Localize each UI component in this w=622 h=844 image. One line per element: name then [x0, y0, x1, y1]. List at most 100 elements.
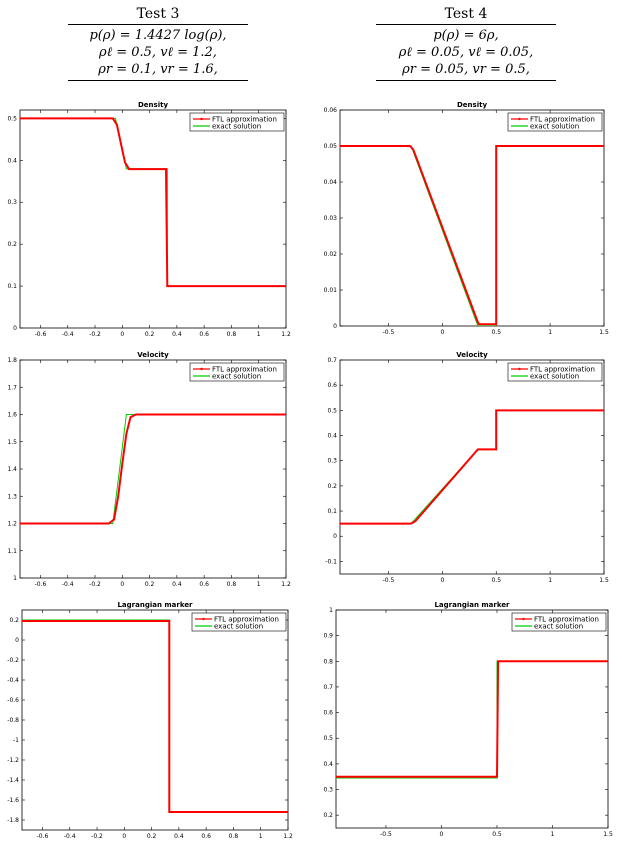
- y-tick-label: 0.06: [324, 107, 338, 114]
- x-tick-label: 0.2: [145, 581, 155, 588]
- ftl-point: [22, 620, 23, 622]
- y-tick-label: 0.03: [324, 215, 338, 222]
- exact-solution-line: [340, 409, 604, 525]
- y-tick-label: -1.2: [7, 757, 19, 764]
- ftl-point: [412, 148, 415, 151]
- y-tick-label: 1.6: [7, 412, 17, 419]
- exact-solution-line: [22, 619, 288, 813]
- x-tick-label: -0.6: [37, 833, 49, 840]
- test-3-title: Test 3: [136, 6, 180, 22]
- test-4-title: Test 4: [444, 6, 488, 22]
- ftl-point: [111, 117, 114, 120]
- legend-marker: [518, 117, 521, 121]
- ftl-point: [165, 222, 168, 225]
- test-4-line-3: ρr = 0.05, vr = 0.5,: [402, 62, 530, 77]
- y-tick-label: 1.4: [7, 466, 17, 473]
- lagrangian-marker-chart-test-4: Lagrangian marker -0.5 0 0.5 1 1.5 0.2 0.3 0.4 0.…: [323, 601, 613, 838]
- ftl-point: [285, 285, 286, 287]
- x-tick-label: 0.8: [229, 833, 239, 840]
- y-tick-label: 0.05: [324, 143, 338, 150]
- plot-frame: [19, 109, 287, 329]
- chart-title: Lagrangian marker: [117, 601, 193, 609]
- plot-frame: [339, 359, 605, 575]
- x-tick-label: -0.4: [62, 581, 74, 588]
- test-3-line-2: ρℓ = 0.5, vℓ = 1.2,: [99, 45, 217, 60]
- plot-frame: [335, 609, 609, 829]
- x-tick-label: 0.4: [174, 833, 184, 840]
- y-tick-label: 0.5: [323, 735, 333, 742]
- x-tick-label: 1.2: [281, 581, 291, 588]
- ftl-point: [128, 168, 131, 171]
- velocity-chart-test-3: Velocity -0.6 -0.4 -0.2 0 0.2 0.4 0.6 0.8 1 1.2 1 1.…: [7, 351, 291, 588]
- plot-frame: [19, 359, 287, 579]
- ftl-point: [129, 416, 132, 419]
- y-tick-label: 0: [15, 637, 19, 644]
- x-tick-label: 0.5: [491, 329, 501, 336]
- x-tick-label: 0.5: [491, 577, 501, 584]
- ftl-point: [410, 522, 413, 525]
- ftl-point: [478, 323, 480, 326]
- ftl-point: [20, 117, 21, 120]
- legend-label: FTL approximation: [530, 366, 595, 374]
- x-tick-label: 0: [122, 833, 126, 840]
- x-tick-label: 1: [259, 833, 263, 840]
- test-4-header: Test 4 p(ρ) = 6ρ, ρℓ = 0.05, vℓ = 0.05, …: [376, 6, 556, 83]
- y-tick-label: 0.3: [7, 199, 17, 206]
- test-3-header: Test 3 p(ρ) = 1.4427 log(ρ), ρℓ = 0.5, v…: [68, 6, 248, 83]
- ftl-point: [497, 660, 499, 663]
- y-tick-label: 0.7: [323, 684, 333, 691]
- y-tick-label: -1.6: [7, 797, 19, 804]
- x-tick-label: 1.5: [603, 831, 613, 838]
- density-chart-test-3: Density -0.6 -0.4 -0.2 0 0.2 0.4 0.6 0.8 1 1.2 0 0.1…: [7, 101, 291, 338]
- y-tick-label: 0.2: [323, 812, 333, 819]
- legend-box: [189, 112, 285, 132]
- legend-label: exact solution: [530, 123, 579, 131]
- ftl-point: [117, 495, 120, 498]
- chart-title: Velocity: [456, 351, 488, 359]
- header-rule: [376, 80, 556, 81]
- y-tick-label: 0.6: [323, 710, 333, 717]
- test-3-line-3: ρr = 0.1, vr = 1.6,: [98, 62, 218, 77]
- y-tick-label: 1.8: [7, 357, 17, 364]
- ftl-point: [603, 145, 604, 147]
- test-3-line-1: p(ρ) = 1.4427 log(ρ),: [89, 28, 227, 43]
- ftl-point: [168, 620, 171, 622]
- header-rule: [68, 24, 248, 25]
- y-tick-label: 0.5: [327, 407, 337, 414]
- legend-label: FTL approximation: [534, 616, 599, 624]
- y-tick-label: 0.1: [7, 283, 17, 290]
- legend-box: [511, 612, 607, 632]
- legend-label: FTL approximation: [214, 616, 279, 624]
- y-tick-label: 1.1: [7, 548, 17, 555]
- legend-label: FTL approximation: [212, 116, 277, 124]
- legend-marker: [522, 617, 525, 621]
- y-tick-label: 0.8: [323, 658, 333, 665]
- x-tick-label: -0.4: [62, 331, 74, 338]
- x-tick-label: 0.2: [145, 331, 155, 338]
- y-tick-label: -1.8: [7, 817, 19, 824]
- legend-label: exact solution: [214, 623, 263, 631]
- header-rule: [68, 80, 248, 81]
- x-tick-label: -0.5: [383, 577, 395, 584]
- y-tick-label: 1.5: [7, 439, 17, 446]
- density-chart-test-4: Density -0.5 0 0.5 1 1.5 0 0.01 0.02 0.03 0.04 0.05…: [324, 101, 609, 336]
- legend-label: exact solution: [212, 123, 261, 131]
- ftl-point: [285, 413, 286, 416]
- x-tick-label: 1.5: [599, 329, 609, 336]
- y-tick-label: 0.6: [327, 382, 337, 389]
- x-tick-label: 0.2: [147, 833, 157, 840]
- y-tick-label: -0.8: [7, 717, 19, 724]
- ftl-approximation-line: [20, 117, 286, 288]
- ftl-point: [495, 409, 498, 412]
- ftl-point: [409, 145, 411, 147]
- chart-title: Density: [138, 101, 168, 109]
- y-tick-label: -0.2: [7, 657, 19, 664]
- x-tick-label: -0.2: [91, 833, 103, 840]
- y-tick-label: -1: [13, 737, 19, 744]
- y-tick-label: 1.3: [7, 493, 17, 500]
- ftl-point: [107, 522, 110, 525]
- x-tick-label: 1.2: [281, 331, 291, 338]
- ftl-point: [495, 145, 498, 147]
- x-tick-label: 1: [551, 831, 555, 838]
- ftl-point: [165, 168, 167, 171]
